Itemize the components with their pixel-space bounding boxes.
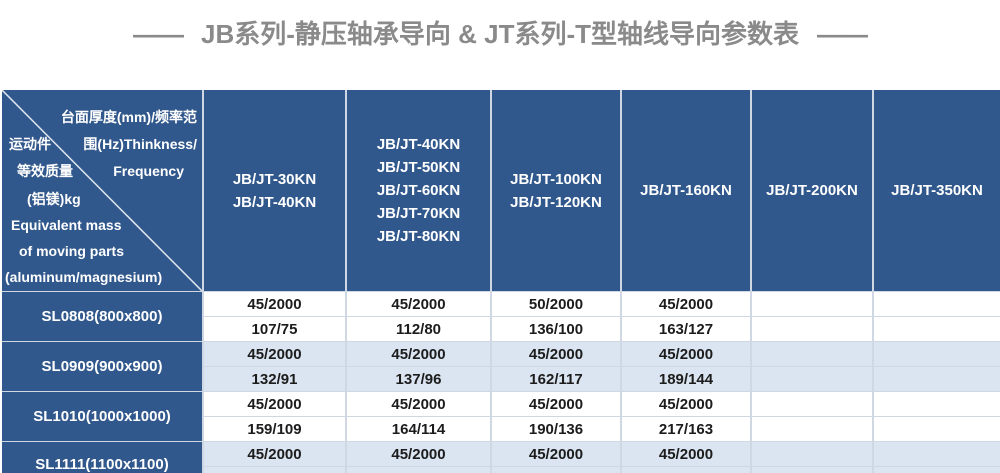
value-cell [874,342,1000,366]
value-cell-clipped [492,467,620,473]
value-cell: 45/2000 [347,392,490,416]
value-cell-clipped [874,467,1000,473]
header-line: JB/JT-30KN [232,170,317,188]
value-cell-clipped [204,467,345,473]
value-cell: 45/2000 [622,442,750,466]
value-cell: 50/2000 [492,292,620,316]
value-cell: 159/109 [204,417,345,441]
value-cell: 45/2000 [347,292,490,316]
title-dash-right: —— [817,19,868,49]
value-cell: 112/80 [347,317,490,341]
value-cell [752,417,872,441]
header-line: JB/JT-40KN [232,193,317,211]
value-cell: 45/2000 [204,442,345,466]
title-dash-left: —— [132,19,184,49]
parameter-table: 台面厚度(mm)/频率范 运动件 围(Hz)Thinkness/ 等效质量 Fr… [2,90,1000,473]
value-cell-clipped [347,467,490,473]
value-cell: 164/114 [347,417,490,441]
corner-text-aluminum-kg-cn: (铝镁)kg [27,191,81,207]
header-line: JB/JT-50KN [376,159,461,176]
value-cell: 45/2000 [347,442,490,466]
value-cell: 45/2000 [622,342,750,366]
value-cell: 45/2000 [622,292,750,316]
value-cell [874,292,1000,316]
value-cell: 217/163 [622,417,750,441]
column-header-40kn-80kn: JB/JT-40KN JB/JT-50KN JB/JT-60KN JB/JT-7… [347,90,490,291]
column-header-200kn: JB/JT-200KN [752,90,872,291]
value-cell: 45/2000 [204,342,345,366]
corner-text-frequency-en: Frequency [113,163,184,179]
value-cell [752,317,872,341]
column-header-100kn-120kn: JB/JT-100KN JB/JT-120KN [492,90,620,291]
corner-text-of-moving-parts-en: of moving parts [19,243,125,259]
value-cell [874,367,1000,391]
corner-header-cell: 台面厚度(mm)/频率范 运动件 围(Hz)Thinkness/ 等效质量 Fr… [2,90,202,291]
value-cell: 162/117 [492,367,620,391]
corner-text-thickness-cn: 台面厚度(mm)/频率范 [60,109,197,125]
value-cell: 190/136 [492,417,620,441]
value-cell [874,417,1000,441]
value-cell-clipped [752,467,872,473]
row-label-sl1010: SL1010(1000x1000) [2,392,202,441]
column-header-30kn-40kn: JB/JT-30KN JB/JT-40KN [204,90,345,291]
value-cell: 189/144 [622,367,750,391]
value-cell [752,292,872,316]
row-label-sl0808: SL0808(800x800) [2,292,202,341]
value-cell: 45/2000 [492,342,620,366]
value-cell: 45/2000 [347,342,490,366]
value-cell [752,342,872,366]
page-title-row: —— JB系列-静压轴承导向 & JT系列-T型轴线导向参数表 —— [0,18,1000,50]
header-line: JB/JT-160KN [640,182,732,199]
header-line: JB/JT-120KN [510,193,602,211]
corner-text-moving-parts-cn: 运动件 [9,136,51,152]
header-line: JB/JT-100KN [510,170,602,188]
diagonal-divider-line [2,90,202,291]
corner-text-thickness-en: 围(Hz)Thinkness/ [83,136,197,152]
header-line: JB/JT-40KN [376,136,461,153]
value-cell: 137/96 [347,367,490,391]
value-cell: 107/75 [204,317,345,341]
value-cell [752,442,872,466]
value-cell [752,392,872,416]
value-cell: 132/91 [204,367,345,391]
corner-text-equivalent-mass-en: Equivalent mass [11,217,122,233]
value-cell: 45/2000 [492,392,620,416]
column-header-350kn: JB/JT-350KN [874,90,1000,291]
value-cell: 45/2000 [204,292,345,316]
value-cell [752,367,872,391]
page-title: JB系列-静压轴承导向 & JT系列-T型轴线导向参数表 [200,19,799,49]
value-cell-clipped [622,467,750,473]
header-line: JB/JT-60KN [376,182,461,199]
header-line: JB/JT-80KN [376,228,461,245]
header-line: JB/JT-350KN [891,182,983,199]
value-cell: 136/100 [492,317,620,341]
header-line: JB/JT-200KN [766,182,858,199]
value-cell: 45/2000 [204,392,345,416]
value-cell: 45/2000 [622,392,750,416]
value-cell: 163/127 [622,317,750,341]
value-cell [874,317,1000,341]
header-line: JB/JT-70KN [376,205,461,222]
corner-text-equivalent-mass-cn: 等效质量 [17,163,73,179]
row-label-sl0909: SL0909(900x900) [2,342,202,391]
value-cell [874,392,1000,416]
value-cell: 45/2000 [492,442,620,466]
row-label-sl1111: SL1111(1100x1100) [2,442,202,473]
corner-text-aluminum-magnesium-en: (aluminum/magnesium) [5,269,163,285]
column-header-160kn: JB/JT-160KN [622,90,750,291]
value-cell [874,442,1000,466]
